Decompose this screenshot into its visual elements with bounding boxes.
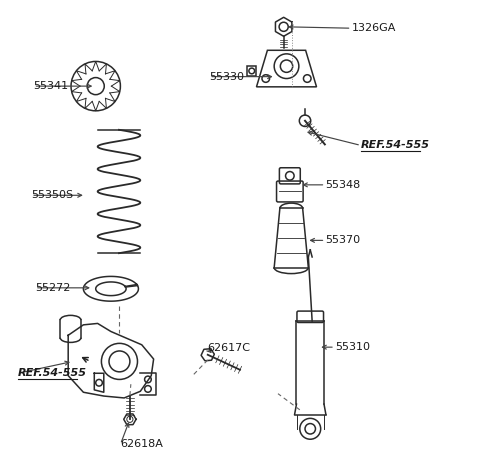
Text: REF.54-555: REF.54-555: [361, 140, 430, 150]
Text: REF.54-555: REF.54-555: [18, 368, 87, 378]
Text: 55272: 55272: [35, 283, 71, 293]
Text: 1326GA: 1326GA: [351, 23, 396, 33]
Text: 55341: 55341: [34, 81, 69, 91]
Text: 55350S: 55350S: [31, 190, 73, 200]
Text: 62617C: 62617C: [207, 343, 250, 353]
Text: 55310: 55310: [335, 342, 370, 352]
Text: 55370: 55370: [325, 235, 360, 245]
Text: 62618A: 62618A: [120, 439, 163, 449]
Text: 55330: 55330: [209, 71, 244, 81]
Text: 55348: 55348: [325, 180, 360, 190]
